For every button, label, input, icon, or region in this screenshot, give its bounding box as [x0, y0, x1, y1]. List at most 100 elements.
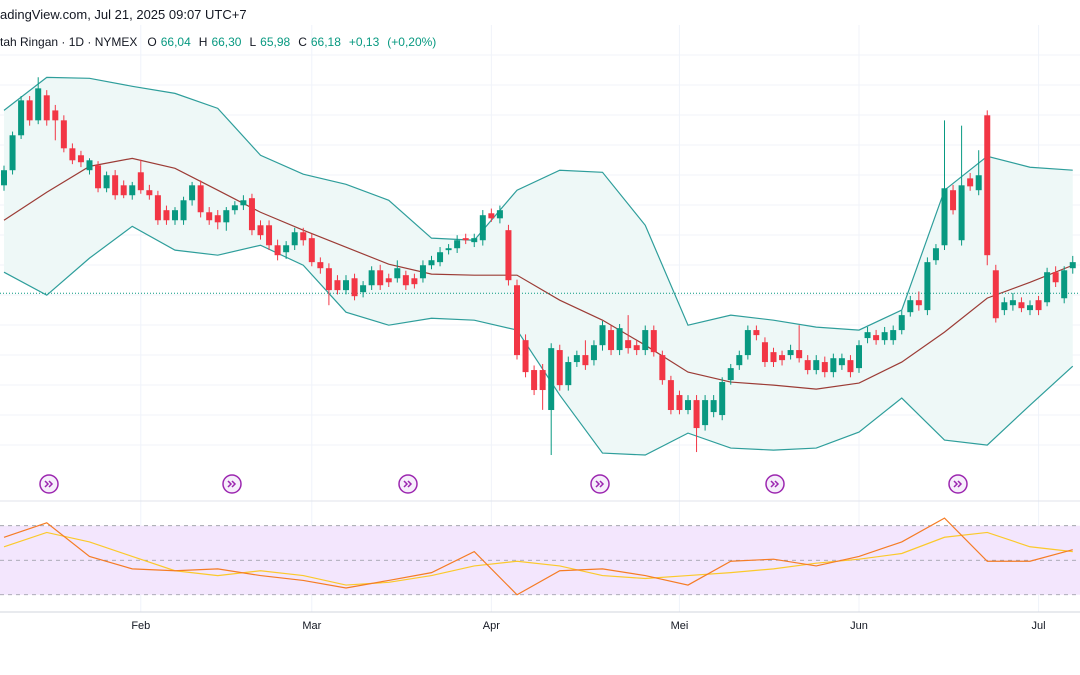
change: +0,13: [348, 35, 380, 49]
event-icon[interactable]: [765, 474, 785, 494]
candle-body: [112, 175, 119, 196]
candle-body: [1069, 262, 1076, 269]
candle-body: [984, 115, 991, 256]
candle-body: [702, 400, 709, 426]
rsi-ma-line: [3, 531, 1073, 586]
change-pct: (+0,20%): [387, 35, 437, 49]
candle-body: [189, 185, 196, 201]
candle-body: [821, 362, 828, 373]
candle-body: [77, 155, 84, 163]
candle-body: [582, 355, 589, 366]
candle-body: [864, 332, 871, 339]
candle-body: [343, 280, 349, 291]
symbol: tah Ringan · 1D · NYMEX: [0, 35, 138, 49]
candle-body: [924, 262, 931, 311]
candle-body: [120, 185, 127, 196]
band-middle: [3, 157, 1073, 390]
band-upper: [3, 76, 1073, 331]
candle-body: [454, 240, 461, 249]
candle-body: [685, 400, 691, 411]
candle-body: [471, 238, 478, 243]
candle-body: [18, 100, 25, 136]
candle-body: [608, 330, 615, 351]
candle-body: [43, 95, 50, 121]
candle-body: [103, 175, 110, 189]
event-icon[interactable]: [222, 474, 242, 494]
candle-body: [642, 330, 649, 351]
x-tick-label: Jul: [1032, 620, 1046, 632]
candle-body: [377, 270, 384, 286]
candle-body: [522, 340, 529, 373]
candle-body: [214, 215, 221, 223]
candle-body: [505, 230, 512, 281]
candle-body: [779, 355, 786, 361]
candle-body: [86, 160, 93, 171]
candle-body: [9, 135, 16, 171]
candle-body: [958, 185, 965, 241]
candle-body: [325, 268, 332, 291]
candle-body: [1044, 272, 1051, 303]
candle-body: [137, 172, 144, 191]
ohlc-key: O: [147, 35, 157, 49]
candle-body: [915, 300, 922, 306]
candle-body: [163, 210, 170, 221]
event-icon[interactable]: [948, 474, 968, 494]
candle-body: [385, 278, 392, 283]
band-lower: [3, 225, 1074, 456]
candle-body: [633, 345, 640, 351]
candle-body: [479, 215, 486, 241]
candle-body: [60, 120, 67, 149]
candle-body: [368, 270, 375, 286]
candle-body: [437, 252, 444, 263]
candle-body: [744, 330, 751, 356]
ohlc-key: H: [198, 35, 208, 49]
candle-body: [565, 362, 572, 386]
candle-body: [804, 360, 811, 371]
candle-body: [761, 342, 768, 363]
candle-body: [223, 210, 230, 223]
candle-body: [197, 185, 204, 213]
candle-body: [351, 278, 358, 297]
candle-body: [496, 210, 503, 219]
candle-body: [266, 225, 273, 246]
candle-body: [719, 382, 726, 416]
candle-body: [154, 195, 161, 221]
event-icon[interactable]: [590, 474, 610, 494]
ohlc-value: 66,04: [160, 35, 191, 49]
ohlc-value: 66,18: [310, 35, 341, 49]
candle-body: [838, 358, 845, 366]
rsi-line: [3, 517, 1073, 596]
candle-body: [360, 285, 367, 293]
event-icon[interactable]: [39, 474, 59, 494]
candle-body: [736, 355, 743, 366]
candle-body: [283, 245, 290, 253]
candle-body: [402, 275, 409, 286]
candle-body: [890, 330, 897, 341]
x-tick-label: Apr: [483, 620, 500, 632]
candle-body: [419, 265, 426, 279]
candle-body: [753, 330, 760, 336]
header-source: adingView.com, Jul 21, 2025 09:07 UTC+7: [0, 7, 247, 22]
candle-body: [231, 205, 238, 211]
candle-body: [26, 100, 33, 121]
band-fill: [4, 77, 1073, 456]
candle-body: [52, 110, 59, 121]
event-icon[interactable]: [398, 474, 418, 494]
candle-body: [1, 170, 7, 186]
candle-body: [967, 178, 974, 187]
candle-body: [573, 355, 580, 363]
candle-body: [1009, 300, 1016, 306]
candle-body: [676, 395, 683, 411]
candle-body: [291, 232, 298, 246]
candle-body: [881, 332, 888, 341]
candle-body: [856, 345, 862, 369]
candle-body: [1001, 302, 1008, 311]
candle-body: [69, 148, 76, 161]
candle-body: [180, 200, 187, 221]
ohlc-key: C: [298, 35, 307, 49]
candle-body: [667, 380, 674, 411]
candle-body: [257, 225, 264, 236]
ohlc-value: 65,98: [260, 35, 291, 49]
